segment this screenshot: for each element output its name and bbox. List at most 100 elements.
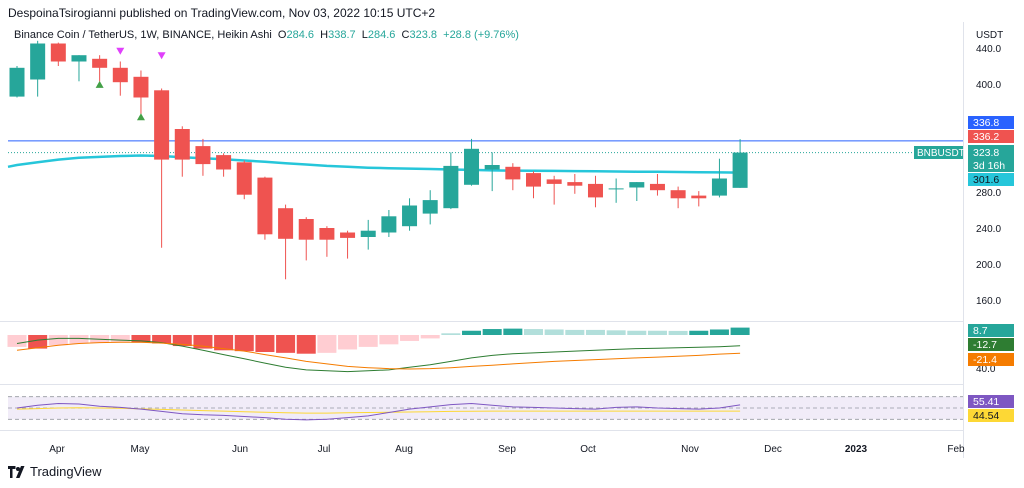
macd-histogram-bar [462, 330, 482, 335]
rsi-value-label: 55.41 [973, 396, 999, 408]
macd-histogram-bar [69, 335, 89, 344]
macd-histogram-bar [296, 335, 316, 354]
x-tick-label: Dec [764, 444, 782, 455]
macd-histogram-bar [482, 329, 502, 335]
symbol-tag-bg [914, 146, 963, 159]
legend-high-label: H [320, 29, 329, 41]
macd-histogram-bar [7, 335, 27, 347]
macd-histogram-bar [28, 335, 48, 349]
candle-body [195, 146, 211, 165]
candle-body [71, 55, 87, 62]
hline-price-label-bg [968, 116, 1014, 129]
candle-body [9, 67, 25, 97]
candle-body [608, 188, 624, 190]
macd-histogram-bar [214, 335, 234, 351]
legend-symbol: Binance Coin / TetherUS, 1W, BINANCE, He… [14, 29, 272, 41]
macd-histogram-bar [400, 335, 420, 341]
macd-histogram-bar [317, 335, 337, 353]
macd-histogram-bar [565, 329, 585, 335]
currency-label: USDT [976, 30, 1003, 41]
macd-value-label: -12.7 [973, 339, 997, 351]
candle-body [381, 216, 397, 233]
y-tick-label: 280.0 [976, 188, 1001, 199]
macd-histogram-bar [379, 335, 399, 345]
macd-histogram-bar [668, 330, 688, 335]
x-tick-label: Jul [318, 444, 331, 455]
tradingview-footer[interactable]: TradingView [8, 464, 102, 479]
close-price-label-bg [968, 145, 1014, 172]
macd-histogram-bar [358, 335, 378, 347]
y-tick-label: 440.0 [976, 44, 1001, 55]
macd-histogram-bar [606, 330, 626, 335]
y-tick-label: 200.0 [976, 260, 1001, 271]
x-tick-label: Jun [232, 444, 248, 455]
rsi-line [16, 402, 741, 421]
macd-signal-label-bg [968, 353, 1014, 366]
candle-body [340, 232, 356, 238]
signal-up-marker [95, 80, 104, 88]
candle-body [236, 162, 252, 195]
ma-price-label-bg [968, 173, 1014, 186]
macd-histogram-bar [709, 329, 729, 335]
legend-close-label: C [401, 29, 410, 41]
candle-body [216, 155, 232, 170]
x-tick-label: 2023 [845, 444, 868, 455]
tradingview-brand: TradingView [30, 464, 102, 479]
close-price-label: 323.8 [973, 147, 999, 159]
candle-body [505, 166, 521, 180]
macd-histogram-bar [585, 329, 605, 335]
rsi-value-label-bg [968, 395, 1014, 408]
x-tick-label: Aug [395, 444, 413, 455]
x-tick-label: Nov [681, 444, 699, 455]
macd-value-label-bg [968, 338, 1014, 351]
legend-open-label: O [277, 29, 287, 41]
macd-histogram-bar [255, 335, 275, 352]
x-tick-label: Feb [947, 444, 965, 455]
candlestick-chart[interactable]: USDT440.0400.0360.0320.0280.0240.0200.01… [0, 22, 1024, 458]
candle-body [732, 152, 748, 188]
macd-hist-label: 8.7 [973, 325, 988, 337]
macd-histogram-bar [131, 335, 151, 343]
countdown-label: 3d 16h [973, 160, 1005, 172]
candle-body [464, 148, 480, 185]
legend-high: 338.7 [328, 29, 356, 41]
macd-hist-label-bg [968, 324, 1014, 337]
candle-body [30, 43, 46, 80]
candle-body [154, 90, 170, 160]
candle-body [691, 195, 707, 199]
y-tick-label: 400.0 [976, 80, 1001, 91]
signal-down-marker [116, 47, 125, 55]
candle-body [402, 205, 418, 227]
legend-change: +28.8 (+9.76%) [443, 29, 519, 41]
tradingview-logo-icon [8, 465, 25, 478]
x-tick-label: Apr [49, 444, 65, 455]
high-price-label-bg [968, 130, 1014, 143]
macd-histogram-bar [441, 333, 461, 335]
macd-histogram-bar [48, 335, 68, 346]
macd-histogram-bar [689, 330, 709, 335]
macd-histogram-bar [276, 335, 296, 353]
macd-histogram-bar [172, 335, 192, 347]
legend-low-label: L [361, 29, 368, 41]
candle-body [298, 219, 314, 240]
candle-body [319, 228, 335, 240]
moving-average-line [7, 154, 741, 174]
macd-histogram-bar [110, 335, 130, 342]
symbol-legend: Binance Coin / TetherUS, 1W, BINANCE, He… [14, 29, 519, 41]
legend-close: 323.8 [409, 29, 438, 41]
macd-signal-label: -21.4 [973, 354, 997, 366]
candle-body [484, 165, 500, 170]
legend-open: 284.6 [286, 29, 315, 41]
macd-histogram-bar [544, 329, 564, 335]
macd-histogram-bar [234, 335, 254, 352]
macd-histogram-bar [338, 335, 358, 350]
macd-axis-tick: 40.0 [976, 364, 996, 375]
macd-histogram-bar [503, 328, 523, 335]
macd-histogram-bar [152, 335, 172, 344]
high-price-label: 336.2 [973, 131, 999, 143]
candle-body [112, 67, 128, 83]
candle-body [711, 178, 727, 196]
rsi-ma-label-bg [968, 409, 1014, 422]
rsi-ma-label: 44.54 [973, 410, 999, 422]
candle-body [649, 183, 665, 191]
